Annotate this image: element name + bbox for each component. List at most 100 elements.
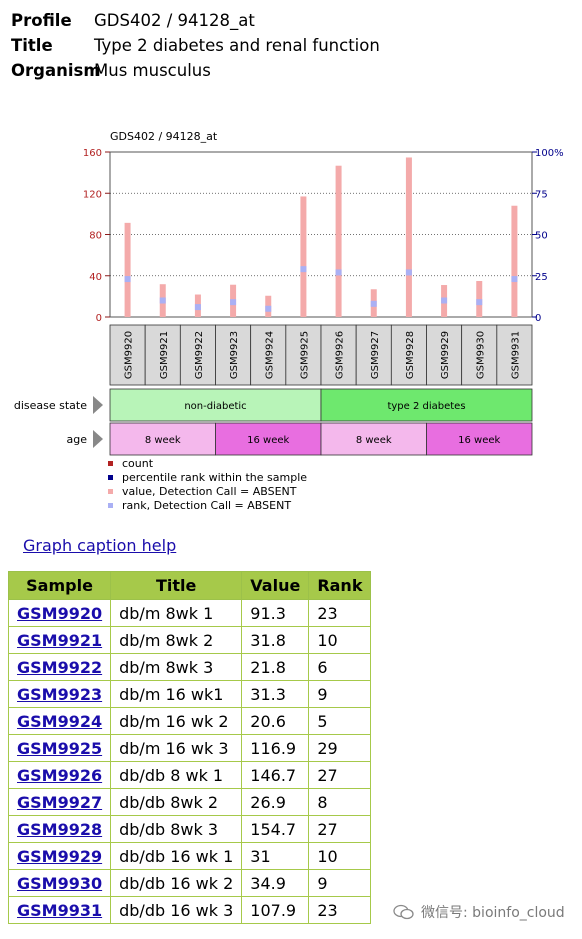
factor-group-label: 16 week	[458, 435, 500, 446]
rank-marker	[511, 276, 518, 283]
title-cell: db/m 16 wk 3	[110, 734, 243, 762]
sample-label-cell	[496, 324, 533, 386]
value-cell: 116.9	[241, 734, 310, 762]
column-header: Rank	[308, 571, 372, 600]
factor-group	[215, 422, 322, 456]
sample-cell: GSM9928	[7, 815, 112, 843]
factor-group-label: type 2 diabetes	[387, 401, 465, 412]
table-header-row: Sample Title Value Rank	[7, 571, 372, 600]
rank-cell: 8	[308, 788, 372, 816]
column-header: Value	[241, 571, 310, 600]
rank-marker	[335, 269, 342, 276]
table-row: GSM9931 db/db 16 wk 3 107.9 23	[7, 896, 372, 924]
rank-marker	[265, 305, 272, 312]
sample-link[interactable]: GSM9926	[17, 765, 103, 785]
factor-group	[426, 422, 533, 456]
rank-cell: 10	[308, 842, 372, 870]
legend-label: percentile rank within the sample	[122, 471, 307, 484]
chart-title: GDS402 / 94128_at	[110, 130, 218, 143]
sample-link[interactable]: GSM9920	[17, 603, 103, 623]
table-row: GSM9920 db/m 8wk 1 91.3 23	[7, 599, 372, 627]
sample-label-cell	[355, 324, 392, 386]
rank-cell: 29	[308, 734, 372, 762]
sample-cell: GSM9927	[7, 788, 112, 816]
value-cell: 34.9	[241, 869, 310, 897]
sample-cell: GSM9926	[7, 761, 112, 789]
table-body: GSM9920 db/m 8wk 1 91.3 23 GSM9921 db/m 8wk 2…	[7, 599, 372, 924]
sample-link[interactable]: GSM9923	[17, 684, 103, 704]
value-bar	[124, 222, 131, 317]
title-cell: db/m 16 wk 2	[110, 707, 243, 735]
sample-cell: GSM9925	[7, 734, 112, 762]
factor-label: disease state	[14, 399, 87, 412]
value-cell: 31	[241, 842, 310, 870]
rank-marker	[405, 269, 412, 276]
factor-group-label: 8 week	[356, 435, 392, 446]
y2-tick-label: 100%	[535, 148, 564, 159]
value-bar	[335, 165, 342, 317]
rank-marker	[230, 299, 237, 306]
rank-marker	[300, 266, 307, 273]
rank-cell: 27	[308, 761, 372, 789]
value-cell: 31.8	[241, 626, 310, 654]
y-tick-label: 40	[89, 272, 102, 283]
sample-link[interactable]: GSM9930	[17, 873, 103, 893]
y2-tick-label: 50	[535, 231, 548, 242]
value-bar	[511, 205, 518, 317]
rank-marker	[476, 299, 483, 306]
table-row: GSM9926 db/db 8 wk 1 146.7 27	[7, 761, 372, 789]
value-cell: 91.3	[241, 599, 310, 627]
table-row: GSM9921 db/m 8wk 2 31.8 10	[7, 626, 372, 654]
sample-link[interactable]: GSM9922	[17, 657, 103, 677]
rank-cell: 23	[308, 896, 372, 924]
sample-cell: GSM9931	[7, 896, 112, 924]
sample-cell: GSM9929	[7, 842, 112, 870]
factor-group-label: 8 week	[145, 435, 181, 446]
rank-marker	[370, 300, 377, 307]
expression-chart: GDS402 / 94128_at 0 40 80 120 160 0 25 50 75 100% G…	[14, 130, 564, 512]
sample-link[interactable]: GSM9931	[17, 900, 103, 920]
factor-group	[320, 388, 533, 422]
sample-link[interactable]: GSM9925	[17, 738, 103, 758]
sample-label: GSM9926	[335, 331, 346, 379]
table-row: GSM9929 db/db 16 wk 1 31 10	[7, 842, 372, 870]
sample-link[interactable]: GSM9927	[17, 792, 103, 812]
title-value: Type 2 diabetes and renal function	[94, 36, 380, 55]
sample-link[interactable]: GSM9921	[17, 630, 103, 650]
legend-swatch	[108, 475, 113, 480]
sample-label-cell	[215, 324, 252, 386]
sample-table: Sample Title Value Rank GSM9920 db/m 8wk 1 91…	[7, 571, 372, 924]
y-tick-label: 160	[83, 148, 102, 159]
organism-value: Mus musculus	[94, 61, 211, 80]
profile-value: GDS402 / 94128_at	[94, 11, 255, 30]
sample-label: GSM9931	[510, 331, 521, 379]
sample-label: GSM9929	[440, 331, 451, 379]
title-label: Title	[11, 36, 53, 55]
sample-label-cell	[390, 324, 427, 386]
rank-cell: 10	[308, 626, 372, 654]
sample-label: GSM9923	[229, 331, 240, 379]
rank-cell: 9	[308, 869, 372, 897]
rank-cell: 6	[308, 653, 372, 681]
sample-link[interactable]: GSM9924	[17, 711, 103, 731]
rank-cell: 9	[308, 680, 372, 708]
sample-label-cell	[250, 324, 287, 386]
sample-cell: GSM9922	[7, 653, 112, 681]
column-header: Title	[110, 571, 243, 600]
title-cell: db/db 16 wk 2	[110, 869, 243, 897]
expand-arrow-icon	[93, 396, 103, 414]
profile-label: Profile	[11, 11, 72, 30]
sample-label: GSM9924	[264, 331, 275, 379]
table-row: GSM9922 db/m 8wk 3 21.8 6	[7, 653, 372, 681]
expand-arrow-icon	[93, 430, 103, 448]
sample-label: GSM9928	[405, 331, 416, 379]
legend-swatch	[108, 461, 113, 466]
column-header: Sample	[7, 571, 112, 600]
sample-link[interactable]: GSM9928	[17, 819, 103, 839]
value-cell: 20.6	[241, 707, 310, 735]
graph-caption-help-link[interactable]: Graph caption help	[23, 536, 177, 555]
title-cell: db/db 8 wk 1	[110, 761, 243, 789]
value-cell: 21.8	[241, 653, 310, 681]
sample-link[interactable]: GSM9929	[17, 846, 103, 866]
title-cell: db/db 8wk 2	[110, 788, 243, 816]
